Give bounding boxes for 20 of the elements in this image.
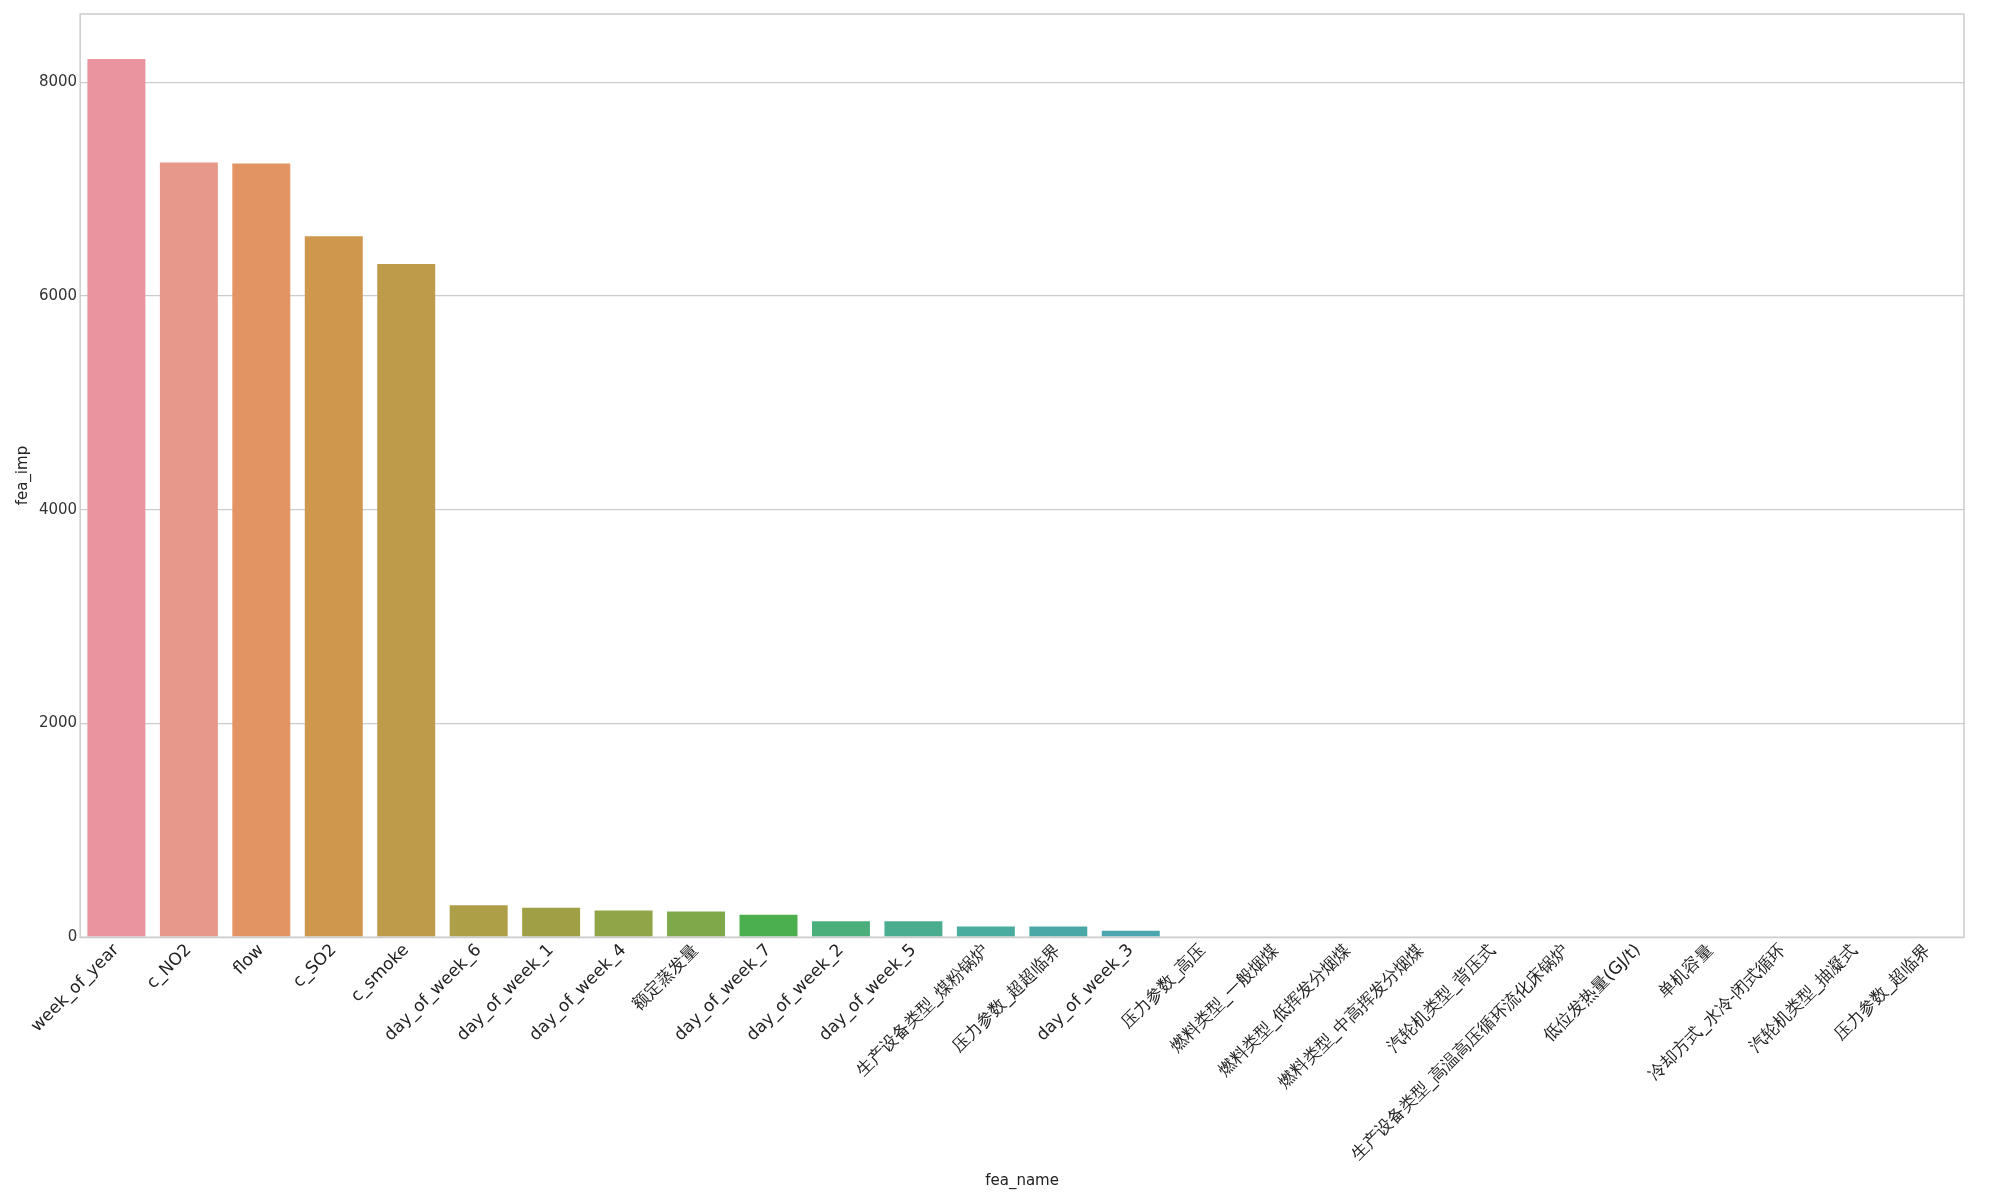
y-tick-label: 4000	[38, 499, 78, 518]
x-tick-label: 单机容量	[1654, 939, 1717, 1002]
bar	[87, 58, 146, 937]
x-axis-title: fea_name	[985, 1170, 1059, 1190]
bar	[159, 162, 218, 937]
bar	[594, 910, 653, 937]
bar	[232, 163, 291, 937]
y-tick-label: 6000	[38, 285, 78, 304]
y-tick-label: 8000	[38, 72, 78, 91]
bar	[522, 907, 581, 937]
bar	[884, 921, 943, 937]
bar	[304, 236, 363, 937]
bar	[377, 264, 436, 937]
bar	[667, 911, 726, 937]
bar	[811, 921, 870, 937]
y-tick-label: 2000	[38, 713, 78, 732]
bar	[449, 905, 508, 937]
y-tick-label: 0	[67, 927, 78, 946]
bar	[739, 914, 798, 937]
y-axis-title: fea_imp	[12, 445, 32, 506]
